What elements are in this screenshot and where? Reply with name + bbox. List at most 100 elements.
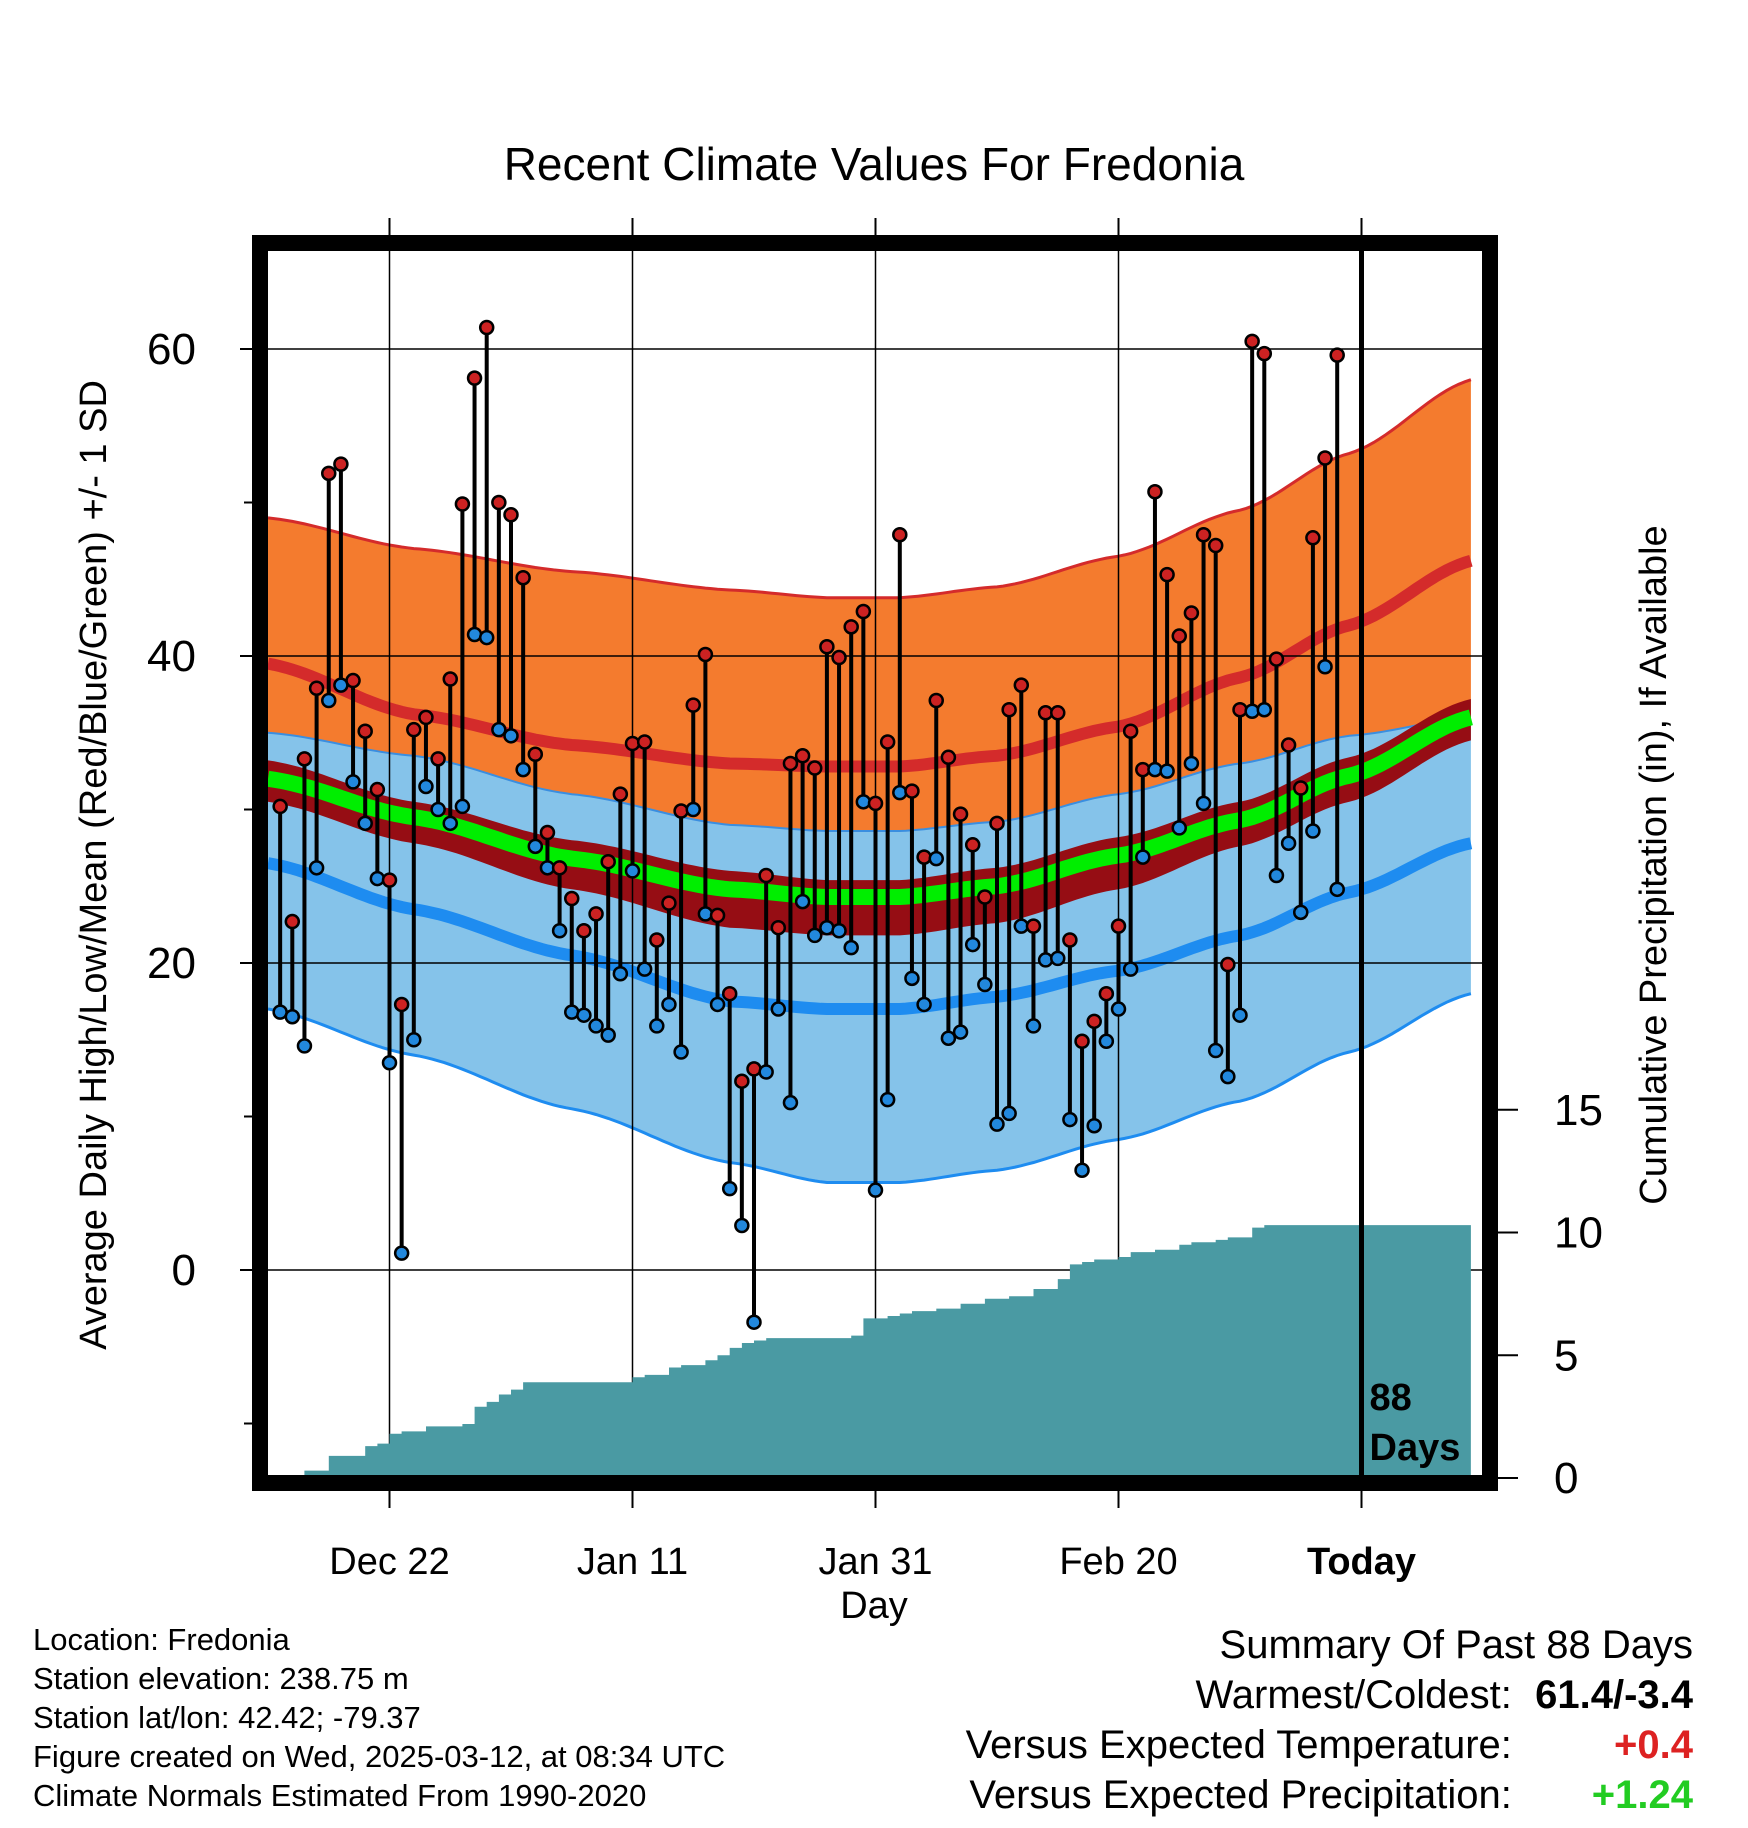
y2-tick-label: 5 — [1554, 1331, 1578, 1380]
daily-high-point — [418, 709, 434, 726]
daily-high-point — [1305, 530, 1321, 546]
daily-low-point — [928, 850, 944, 867]
daily-low-point — [1268, 867, 1285, 884]
daily-low-point — [1171, 820, 1187, 836]
daily-low-point — [1110, 1001, 1127, 1017]
daily-high-point — [1329, 347, 1345, 363]
today-days-label: 88 — [1370, 1377, 1412, 1419]
daily-high-point — [284, 913, 301, 930]
y2-tick-label: 0 — [1554, 1454, 1578, 1503]
daily-high-point — [734, 1073, 750, 1089]
daily-high-point — [1025, 918, 1042, 934]
daily-high-point — [551, 860, 568, 876]
daily-high-point — [515, 569, 531, 586]
daily-high-point — [406, 721, 422, 738]
daily-low-point — [697, 906, 714, 922]
daily-low-point — [1317, 658, 1333, 675]
daily-high-point — [782, 755, 799, 772]
daily-high-point — [892, 526, 908, 543]
daily-high-point — [1074, 1033, 1090, 1050]
daily-high-point — [321, 465, 337, 482]
daily-high-point — [491, 494, 507, 511]
mean-sd-band — [268, 699, 1471, 936]
daily-high-point — [1001, 701, 1017, 718]
daily-high-point — [1183, 605, 1200, 621]
daily-low-point — [964, 936, 981, 953]
daily-high-point — [964, 837, 981, 853]
daily-low-point — [284, 1008, 301, 1025]
daily-high-point — [430, 751, 446, 767]
daily-high-point — [527, 746, 544, 762]
daily-high-point — [928, 692, 944, 709]
daily-low-point — [746, 1314, 762, 1330]
location-text: Location: Fredonia — [33, 1622, 290, 1657]
warmest-value: 61.4/-3.4 — [1535, 1673, 1693, 1717]
y2-tick-label: 15 — [1554, 1086, 1603, 1135]
daily-low-point — [661, 996, 677, 1013]
daily-low-point — [612, 965, 629, 982]
daily-low-point — [807, 927, 823, 944]
daily-high-point — [977, 889, 993, 905]
daily-low-point — [709, 996, 726, 1013]
daily-low-point — [879, 1091, 896, 1108]
daily-high-point — [649, 932, 665, 948]
daily-high-point — [1122, 723, 1139, 739]
warmest-label: Warmest/Coldest: — [1195, 1673, 1512, 1717]
y-tick-label: 0 — [172, 1246, 196, 1295]
daily-high-point — [1110, 918, 1127, 934]
y-tick-label: 40 — [147, 632, 196, 681]
daily-high-point — [442, 671, 458, 687]
daily-high-point — [576, 923, 592, 939]
daily-low-point — [1280, 835, 1297, 852]
daily-high-point — [697, 646, 714, 663]
daily-low-point — [393, 1245, 410, 1261]
daily-low-point — [636, 961, 653, 977]
x-tick-label: Jan 31 — [818, 1541, 932, 1583]
low-sd-edge — [268, 992, 1472, 1184]
daily-high-point — [1050, 705, 1066, 721]
daily-high-point — [843, 619, 859, 635]
daily-low-point — [1329, 881, 1345, 898]
daily-high-point — [1159, 566, 1175, 583]
daily-low-point — [1195, 795, 1212, 812]
daily-low-point — [1159, 763, 1175, 779]
daily-high-point — [1013, 677, 1030, 693]
high-sd-edge — [268, 378, 1472, 600]
daily-high-point — [1293, 780, 1309, 796]
high-sd-band — [268, 379, 1471, 831]
daily-low-point — [685, 801, 701, 818]
daily-high-point — [539, 824, 556, 841]
daily-low-point — [734, 1217, 750, 1234]
daily-low-point — [782, 1094, 799, 1111]
daily-low-point — [1305, 823, 1321, 839]
daily-high-point — [345, 672, 361, 689]
daily-low-point — [977, 976, 993, 993]
daily-high-point — [770, 919, 787, 936]
y2-axis-label: Cumulative Precipitation (in), If Availa… — [1633, 525, 1675, 1204]
latlon-text: Station lat/lon: 42.42; -79.37 — [33, 1700, 421, 1735]
low-mean-line — [268, 837, 1473, 1015]
axis-ticks: 0 20 40 60 0 5 10 15 Dec 22 Jan 11 Jan 31 Feb 20 Tod… — [147, 218, 1603, 1583]
daily-high-point — [989, 815, 1005, 832]
daily-high-point — [1098, 985, 1115, 1002]
x-tick-label: Jan 11 — [577, 1541, 688, 1583]
daily-high-point — [867, 795, 884, 812]
elevation-text: Station elevation: 238.75 m — [33, 1661, 409, 1696]
summary-title: Summary Of Past 88 Days — [1219, 1623, 1693, 1667]
y2-tick-label: 10 — [1554, 1209, 1603, 1258]
daily-low-point — [916, 996, 932, 1013]
daily-low-point — [892, 784, 908, 801]
daily-high-point — [564, 890, 580, 907]
daily-high-point — [1062, 932, 1078, 948]
daily-low-point — [758, 1064, 774, 1080]
daily-high-point — [661, 895, 677, 911]
daily-low-point — [989, 1116, 1005, 1132]
daily-high-point — [855, 603, 872, 620]
daily-high-point — [794, 748, 811, 764]
high-mean-line — [268, 555, 1473, 773]
daily-high-point — [685, 697, 701, 713]
daily-high-point — [503, 507, 519, 523]
daily-low-point — [442, 815, 458, 832]
daily-low-point — [588, 1018, 604, 1034]
summary-panel: Summary Of Past 88 Days Warmest/Coldest:… — [966, 1620, 1693, 1820]
